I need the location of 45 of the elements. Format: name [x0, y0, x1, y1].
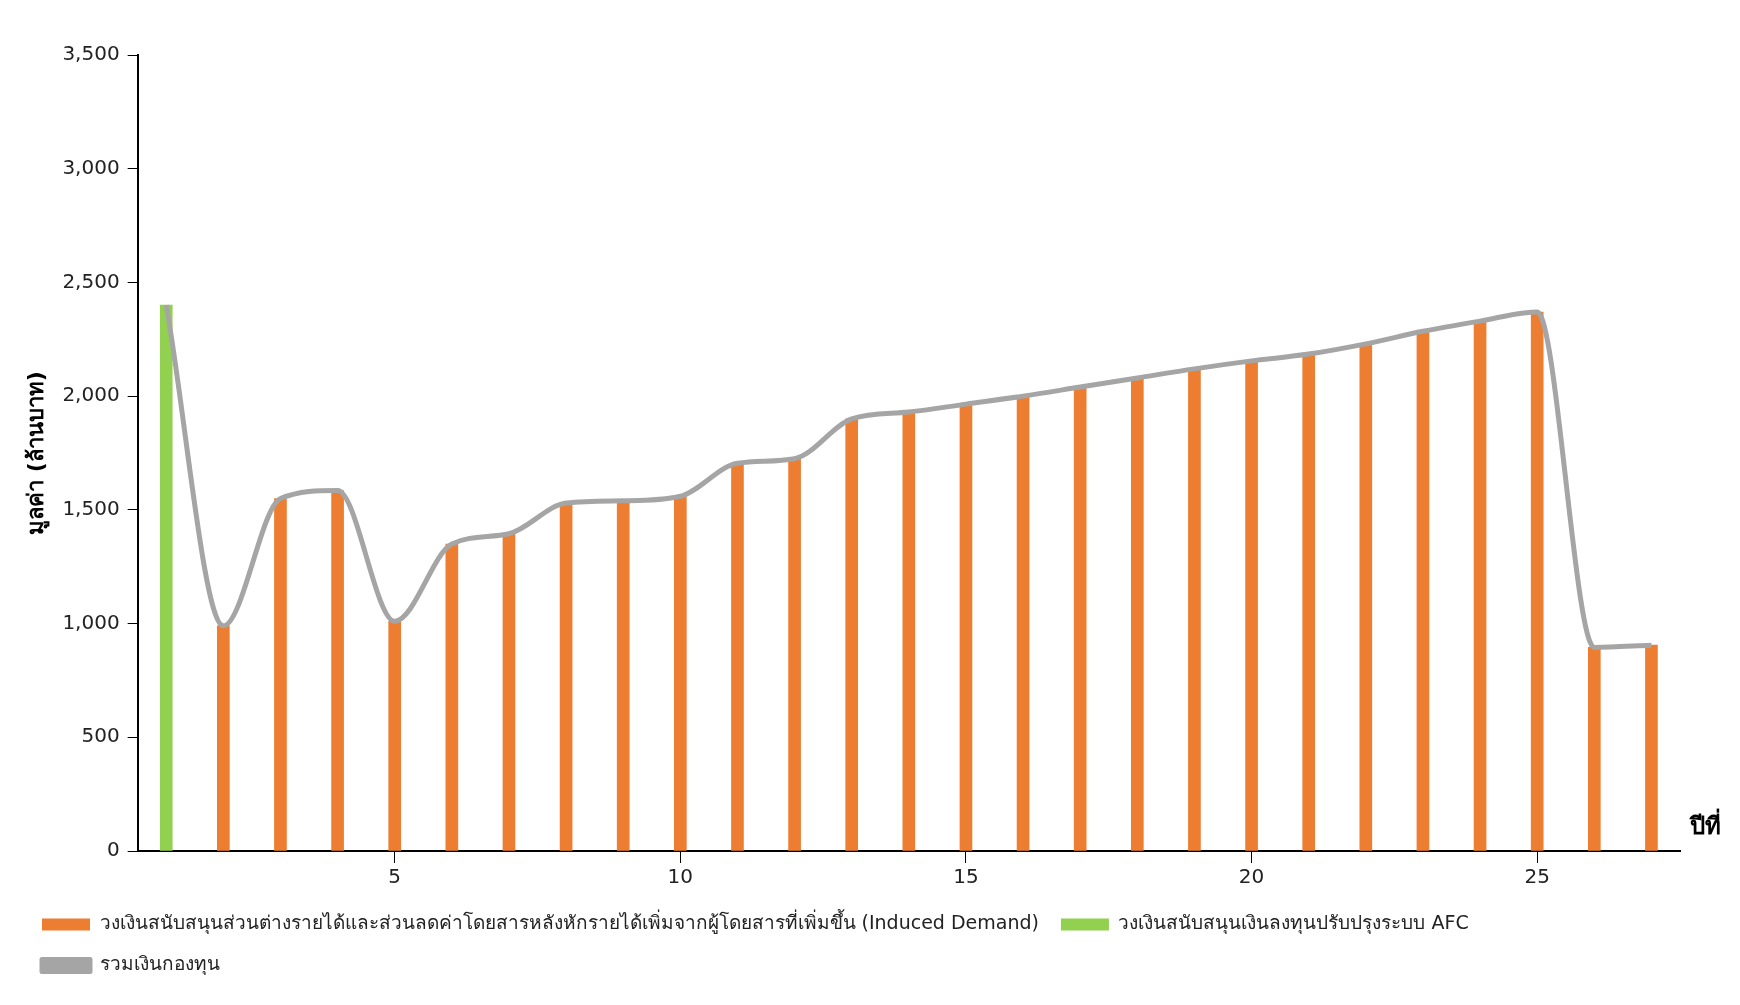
bar	[274, 498, 287, 851]
bar	[1645, 644, 1658, 851]
bar	[217, 625, 230, 851]
bar	[1359, 343, 1373, 851]
y-tick-label: 1,000	[62, 609, 120, 634]
bar	[1245, 360, 1258, 851]
y-tick-label: 2,000	[62, 382, 120, 407]
legend-label: วงเงินสนับสนุนเงินลงทุนปรับปรุงระบบ AFC	[1118, 911, 1469, 936]
x-axis-title: ปีที่	[1690, 807, 1721, 842]
bar	[1473, 320, 1487, 851]
bar	[959, 403, 973, 851]
bar	[1416, 331, 1430, 851]
x-tick-label: 5	[388, 864, 402, 889]
x-tick-label: 20	[1238, 864, 1265, 889]
bar	[731, 462, 744, 851]
bar	[788, 458, 801, 851]
legend-label: รวมเงินกองทุน	[99, 952, 220, 977]
bar	[1587, 647, 1601, 851]
bar	[388, 620, 402, 851]
y-tick-label: 3,500	[62, 41, 120, 66]
bar	[902, 411, 916, 851]
x-tick-label: 25	[1524, 864, 1550, 889]
bar	[159, 304, 173, 851]
bar	[559, 502, 573, 851]
bar	[845, 418, 859, 851]
y-tick-label: 3,000	[62, 154, 120, 179]
bar	[1188, 368, 1201, 851]
bar	[1130, 377, 1144, 851]
bar	[445, 543, 459, 851]
bar	[1302, 353, 1316, 851]
x-tick-label: 10	[667, 864, 694, 889]
bar	[674, 495, 687, 851]
bar	[1016, 395, 1030, 851]
bar	[502, 533, 516, 851]
y-tick-label: 500	[81, 723, 120, 748]
y-axis-title: มูลค่า (ล้านบาท)	[22, 371, 50, 535]
bar	[1530, 311, 1544, 851]
y-tick-label: 2,500	[62, 268, 120, 293]
y-tick-label: 0	[106, 837, 120, 862]
bar	[616, 500, 630, 851]
legend-label: วงเงินสนับสนุนส่วนต่างรายได้และส่วนลดค่าโดยสารหลังหักรายได้เพิ่มจากผู้โดยสารที่เพิ่มขึ้น (Induced Demand)	[99, 909, 1039, 936]
y-tick-label: 1,500	[62, 496, 120, 521]
bar	[331, 490, 344, 851]
bar	[1073, 386, 1087, 851]
x-tick-label: 15	[953, 864, 979, 889]
